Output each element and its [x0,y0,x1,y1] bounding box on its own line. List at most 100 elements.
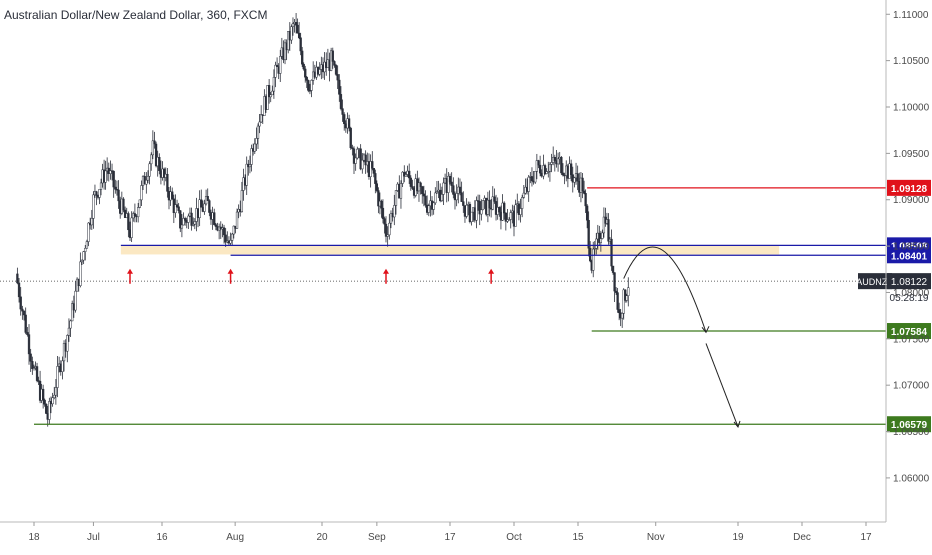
candle-body [117,189,120,202]
candle-body [203,203,206,212]
candle-body [514,204,517,227]
x-tick-label: 16 [156,532,168,543]
candle-body [269,94,272,98]
candle-body [380,200,383,209]
candle-body [290,26,293,41]
candle-body [347,118,351,129]
candle-body [31,361,34,370]
candle-body [183,218,187,221]
candle-body [598,232,601,243]
candle-body [409,177,412,187]
candle-body [403,171,406,177]
candle-body [35,366,39,381]
candle-body [299,37,302,52]
candle-body [475,200,478,221]
candle-body [146,175,150,181]
candle-body [187,215,190,223]
candle-body [307,80,310,91]
candle-body [114,186,117,190]
candle-body [394,190,398,206]
candle-body [599,238,603,243]
candle-body [556,158,560,165]
price-tag-1.08401 [887,247,931,264]
candle-body [488,199,491,209]
candle-body [421,186,424,195]
candle-body [527,176,530,192]
price-tag-label: 1.08508 [891,241,928,252]
price-tag-1.09128 [887,179,931,196]
candle-body [458,186,462,193]
candle-body [266,85,269,110]
x-tick-label: 17 [444,532,456,543]
candle-body [198,199,201,218]
annotations [127,246,741,428]
candle-body [331,50,334,62]
candle-body [343,114,346,125]
price-tag-label: 1.06579 [891,420,928,431]
candle-body [530,176,534,182]
candle-body [240,190,244,213]
candle-body [99,182,103,190]
candle-body [222,227,226,236]
candle-body [611,265,615,273]
candle-body [253,143,256,152]
candle-body [24,314,27,333]
candle-body [521,197,524,209]
candle-body [389,212,393,224]
candle-body [601,232,604,239]
candle-body [61,360,64,372]
candle-body [213,212,216,225]
candle-body [617,309,621,314]
candle-body [175,204,179,208]
candle-body [190,212,193,226]
candle-body [92,194,95,219]
candle-body [417,182,421,192]
candle-body [87,222,90,242]
time-axis: 18 Jul 16 Aug 20 Sep 17 Oct 15 Nov 19 Dec 17 [0,521,886,543]
price-tag-label: 1.07584 [891,327,928,338]
candle-body [354,157,357,164]
candle-body [90,218,93,226]
candle-body [260,114,263,123]
candle-body [359,148,362,170]
candle-body [621,313,624,319]
candle-body [465,204,468,217]
candle-body [53,394,56,399]
candle-body [287,31,290,51]
symbol-tag-label: AUDNZD [856,277,894,287]
candle-body [127,213,130,231]
x-tick-label: 19 [732,532,744,543]
y-tick-label: 1.10500 [893,56,930,67]
candle-body [232,225,235,235]
candle-body [305,76,308,81]
candle-body [138,199,141,208]
support-zone-rect [120,245,780,255]
candle-body [341,108,344,115]
candle-body [369,161,372,177]
candle-body [610,238,613,267]
candle-body [553,156,556,161]
candle-body [296,24,299,34]
candle-body [582,190,586,194]
candle-body [399,183,403,199]
candle-body [364,154,367,166]
candle-body [294,22,298,26]
candle-body [224,234,227,243]
candle-body [174,204,177,214]
candle-body [375,183,379,191]
candle-body [250,148,253,165]
candle-body [104,170,107,183]
candle-body [275,64,279,67]
candle-body [401,171,404,184]
candle-body [434,192,437,204]
candle-body [573,177,576,183]
candle-body [318,69,321,75]
candle-body [561,172,565,176]
candle-body [158,156,161,171]
candle-body [352,148,356,164]
candle-body [371,161,374,169]
candle-body [522,192,525,198]
candle-body [308,90,312,92]
